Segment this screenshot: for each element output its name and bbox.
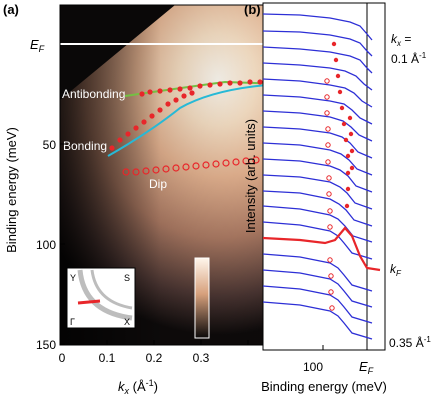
- ytick-50: 50: [43, 138, 57, 152]
- svg-text:S: S: [124, 273, 130, 283]
- edc-dip-markers: [324, 78, 335, 311]
- brillouin-zone-inset: Y S Γ X: [66, 267, 136, 329]
- panel-a-xlabel: kx (Å-1): [118, 378, 158, 396]
- colorbar: [194, 257, 210, 339]
- dark-corner: [60, 5, 175, 100]
- kf-label-b: kF: [390, 262, 402, 278]
- xtick-0.1: 0.1: [99, 351, 116, 365]
- svg-text:Γ: Γ: [70, 317, 75, 327]
- panel-a-ylabel: Binding energy (meV): [4, 127, 19, 253]
- xtick-0: 0: [59, 351, 66, 365]
- ef-label-a: EF: [30, 37, 45, 54]
- edc-bonding-markers: [331, 41, 355, 209]
- xtick-0.3: 0.3: [193, 351, 210, 365]
- ef-label-b: EF: [359, 359, 374, 376]
- ytick-150: 150: [36, 338, 56, 352]
- edc-kf-highlight: [262, 226, 381, 272]
- svg-text:X: X: [124, 317, 130, 327]
- bonding-label: Bonding: [63, 139, 107, 153]
- kx-bottom-value: 0.35 Å-1: [389, 335, 431, 350]
- panel-a-yticks: [60, 143, 65, 345]
- bonding-fit-curve: [107, 82, 346, 157]
- bonding-points: [109, 90, 195, 151]
- antibonding-label: Antibonding: [62, 87, 125, 101]
- svg-text:Y: Y: [70, 273, 76, 283]
- kx-label: kx =: [391, 32, 411, 48]
- panel-b-xlabel: Binding energy (meV): [261, 379, 387, 394]
- panel-b-xtick-100: 100: [303, 360, 323, 374]
- panel-b-label: (b): [244, 2, 261, 17]
- panel-b-ylabel: Intensity (arb. units): [243, 119, 258, 233]
- kx-top-value: 0.1 Å-1: [391, 51, 427, 66]
- panel-a-label: (a): [3, 2, 19, 17]
- ytick-100: 100: [36, 238, 56, 252]
- xtick-0.2: 0.2: [146, 351, 163, 365]
- dip-label: Dip: [149, 177, 167, 191]
